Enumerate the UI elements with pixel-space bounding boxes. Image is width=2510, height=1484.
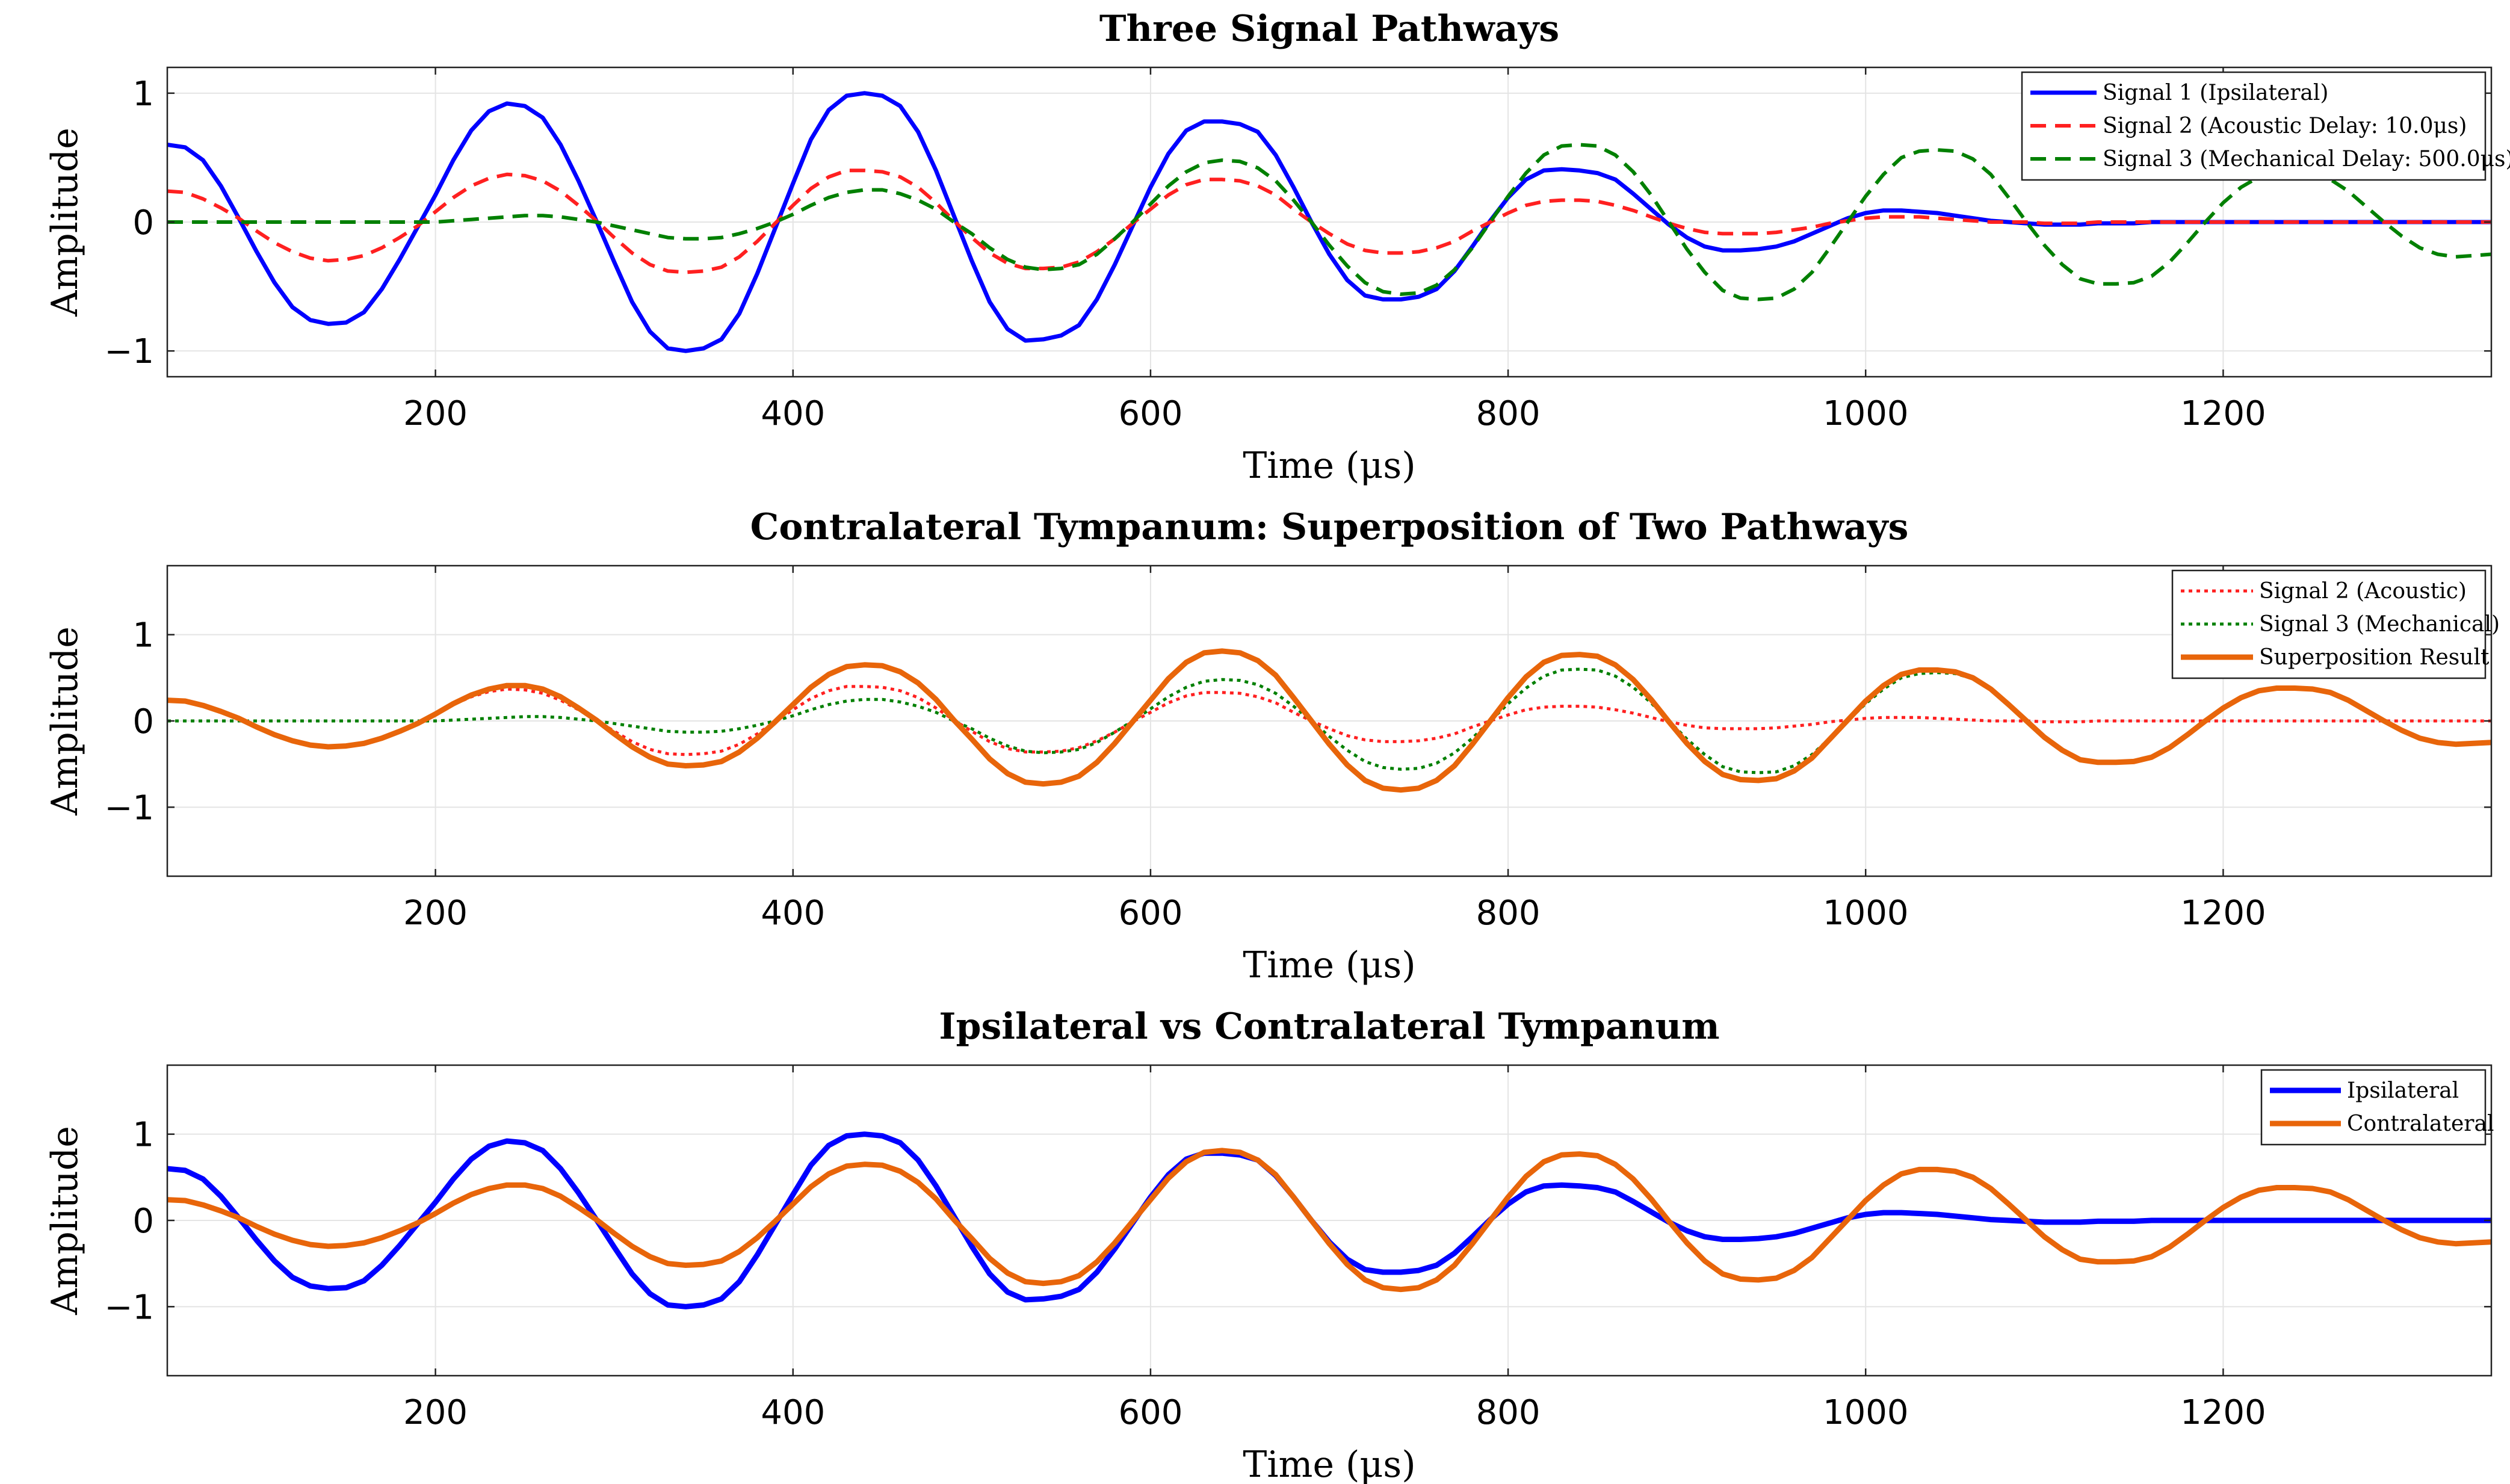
x-tick-label: 1200 xyxy=(2180,1393,2266,1432)
x-tick-label: 400 xyxy=(761,394,825,433)
legend-label: Superposition Result xyxy=(2259,645,2490,670)
series-line-1 xyxy=(167,685,2491,756)
series-line-2 xyxy=(167,667,2491,774)
y-axis-label: Amplitude xyxy=(44,1126,86,1316)
y-tick-label: −1 xyxy=(104,332,154,371)
series-line-3 xyxy=(167,648,2491,793)
legend: Signal 1 (Ipsilateral) Signal 2 (Acoustic… xyxy=(2021,71,2510,181)
y-tick-label: 1 xyxy=(132,75,154,114)
y-tick-label: 1 xyxy=(132,1116,154,1155)
y-tick-label: 1 xyxy=(132,616,154,655)
x-tick-label: 400 xyxy=(761,1393,825,1432)
x-tick-label: 1000 xyxy=(1823,894,1909,933)
chart-title: Contralateral Tympanum: Superposition of… xyxy=(750,506,1909,548)
legend-box xyxy=(2260,1069,2487,1146)
x-tick-label: 800 xyxy=(1476,894,1541,933)
legend-label: Contralateral xyxy=(2347,1111,2494,1136)
legend-label: Signal 2 (Acoustic Delay: 10.0μs) xyxy=(2103,114,2467,138)
x-tick-label: 200 xyxy=(403,894,468,933)
chart-title: Three Signal Pathways xyxy=(1099,8,1559,50)
y-tick-label: −1 xyxy=(104,788,154,827)
chart-panel-1: 200 400 600 800 1000 1200 −1 0 1 Three Signal Pat… xyxy=(44,8,2510,487)
legend-label: Signal 3 (Mechanical) xyxy=(2259,612,2500,637)
series-line-1 xyxy=(167,91,2491,353)
chart-panel-3: 200 400 600 800 1000 1200 −1 0 1 Ipsilateral vs C… xyxy=(44,1006,2494,1484)
legend-box xyxy=(2171,569,2487,679)
y-axis-label: Amplitude xyxy=(44,128,86,317)
x-tick-label: 800 xyxy=(1476,1393,1541,1432)
y-tick-label: 0 xyxy=(132,702,154,741)
y-tick-label: 0 xyxy=(132,203,154,243)
legend: Ipsilateral Contralateral xyxy=(2260,1069,2494,1146)
x-tick-label: 1200 xyxy=(2180,394,2266,433)
x-tick-label: 600 xyxy=(1118,894,1182,933)
x-tick-label: 1200 xyxy=(2180,894,2266,933)
legend: Signal 2 (Acoustic) Signal 3 (Mechanical)… xyxy=(2171,569,2500,679)
x-tick-label: 1000 xyxy=(1823,394,1909,433)
chart-title: Ipsilateral vs Contralateral Tympanum xyxy=(939,1006,1719,1048)
legend-label: Signal 3 (Mechanical Delay: 500.0μs) xyxy=(2103,147,2510,172)
y-tick-label: −1 xyxy=(104,1288,154,1327)
x-tick-label: 600 xyxy=(1118,1393,1182,1432)
series-line-2 xyxy=(167,168,2491,274)
legend-box xyxy=(2021,71,2487,181)
x-tick-label: 1000 xyxy=(1823,1393,1909,1432)
x-tick-label: 600 xyxy=(1118,394,1182,433)
x-axis-label: Time (μs) xyxy=(1243,445,1415,487)
x-tick-label: 800 xyxy=(1476,394,1541,433)
x-axis-label: Time (μs) xyxy=(1243,944,1415,986)
x-tick-label: 200 xyxy=(403,394,468,433)
chart-panel-2: 200 400 600 800 1000 1200 −1 0 1 Contralateral Ty… xyxy=(44,506,2500,986)
legend-label: Signal 1 (Ipsilateral) xyxy=(2103,81,2328,105)
legend-label: Signal 2 (Acoustic) xyxy=(2259,579,2467,604)
y-tick-label: 0 xyxy=(132,1202,154,1241)
series-line-2 xyxy=(167,1148,2491,1293)
x-tick-label: 200 xyxy=(403,1393,468,1432)
legend-label: Ipsilateral xyxy=(2347,1078,2459,1103)
x-axis-label: Time (μs) xyxy=(1243,1444,1415,1484)
x-tick-label: 400 xyxy=(761,894,825,933)
series-line-3 xyxy=(167,143,2491,301)
y-axis-label: Amplitude xyxy=(44,626,86,816)
